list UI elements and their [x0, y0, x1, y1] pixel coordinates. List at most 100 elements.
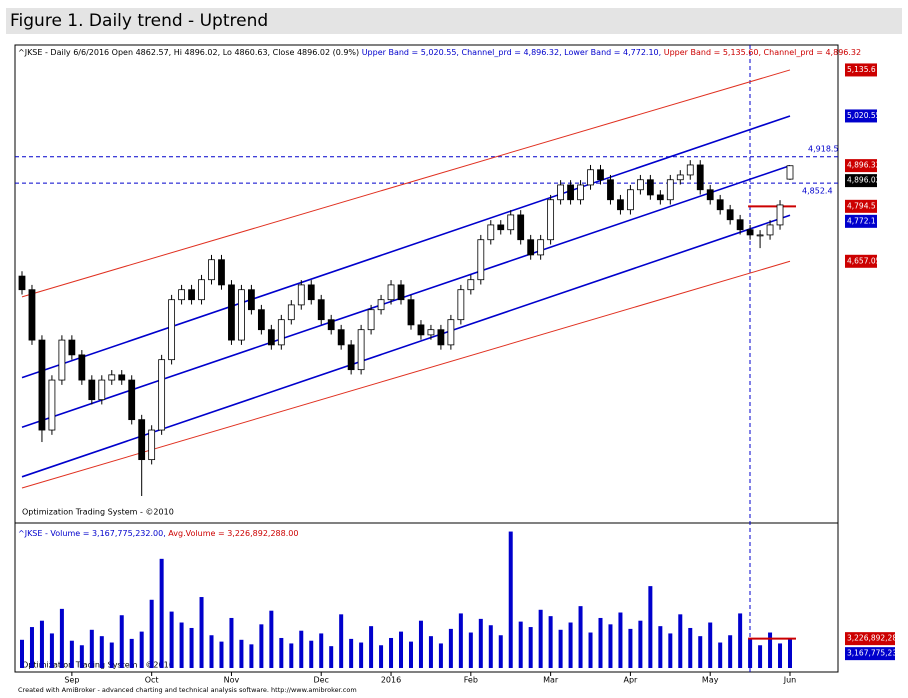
volume-bar [259, 624, 264, 668]
candle-body [417, 324, 425, 336]
candle-body [387, 284, 395, 301]
volume-bar [638, 620, 643, 668]
candle-body [218, 259, 225, 286]
price-label-box [845, 254, 877, 268]
frame [14, 44, 839, 673]
price-label-box [845, 63, 877, 77]
candle-body [786, 165, 794, 180]
candle-body [138, 419, 146, 461]
volume-bar [418, 620, 423, 668]
header-segment: ^JKSE - Daily 6/6/2016 Open 4862.57, Hi … [18, 48, 362, 57]
volume-bar [20, 639, 24, 668]
candle-body [78, 354, 86, 381]
volume-label-box [845, 632, 895, 646]
volume-bar [758, 645, 763, 668]
volume-bar [748, 638, 753, 668]
price-label-box [845, 109, 877, 123]
volume-bar [219, 641, 224, 668]
volume-bar [339, 614, 344, 668]
volume-bar [648, 586, 653, 668]
candle-body [228, 284, 235, 341]
candle-body [357, 329, 365, 371]
volume-bar [119, 615, 124, 668]
price-label: 5,135.6 [847, 65, 876, 74]
candle-body [686, 164, 694, 176]
header-segment: Upper Band = 5,020.55, [362, 48, 462, 57]
watermark: Optimization Trading System - ©2010 [22, 661, 174, 670]
price-label-box [845, 159, 877, 173]
candle-body [587, 169, 594, 186]
volume-bar [578, 606, 583, 668]
candle-body [58, 339, 66, 381]
volume-bar [279, 637, 284, 668]
price-label-box [845, 174, 877, 188]
volume-bar [658, 626, 663, 668]
volume-bar [538, 609, 543, 668]
volume-bar [598, 617, 603, 668]
volume-bar [189, 627, 194, 668]
x-tick-label: Oct [145, 676, 159, 685]
candle-body [527, 239, 535, 256]
volume-bar [209, 635, 214, 668]
candle-body [656, 194, 664, 201]
volume-bar [399, 631, 404, 668]
volume-bar [428, 636, 433, 668]
candle-body [746, 229, 754, 236]
volume-bar [249, 644, 254, 668]
candle-body [168, 299, 176, 361]
volume-bar [169, 611, 174, 668]
volume-bar [618, 612, 623, 668]
header-segment: Channel_prd = 4,896.32, [462, 48, 565, 57]
candle-body [158, 359, 166, 431]
price-label: 5,020.55 [847, 111, 881, 120]
candle-body [68, 339, 76, 356]
candle-body [627, 189, 634, 211]
candle-body [736, 219, 744, 231]
channel-line [21, 164, 791, 428]
volume-bar [498, 635, 503, 668]
volume-bar [518, 621, 523, 668]
volume-bar [319, 633, 324, 668]
candle-body [287, 304, 295, 321]
volume-bar [458, 613, 463, 668]
candle-body [557, 184, 564, 201]
price-header: ^JKSE - Daily 6/6/2016 Open 4862.57, Hi … [18, 48, 861, 57]
candle-body [238, 289, 245, 341]
price-label: 4,896.02 [847, 176, 881, 185]
title-bar [6, 8, 902, 34]
volume-bar [369, 626, 374, 668]
volume-bar [448, 628, 453, 668]
volume-bar [389, 637, 394, 668]
volume-bar [608, 624, 613, 668]
volume-bar [29, 627, 34, 668]
candle-body [666, 179, 674, 201]
volume-bar [349, 638, 354, 668]
channel-line [21, 115, 791, 379]
volume-bar [668, 633, 673, 668]
candle-body [617, 199, 624, 211]
candle-body [706, 189, 714, 201]
candle-body [766, 224, 774, 236]
volume-bar [329, 646, 334, 668]
candle-body [547, 199, 555, 241]
volume-bar [99, 636, 104, 668]
candle-body [397, 284, 405, 301]
volume-bar [69, 640, 74, 668]
volume-bar [708, 622, 713, 668]
header-segment: Upper Band = 5,135.60, [664, 48, 764, 57]
candle-body [367, 309, 375, 331]
volume-bar [558, 629, 563, 668]
candle-body [277, 319, 285, 346]
volume-bar [678, 614, 683, 668]
candle-body [776, 204, 784, 226]
price-label: 4,896.32 [847, 161, 881, 170]
candle-body [646, 179, 654, 196]
level-label: 4,852.4 [802, 187, 833, 196]
price-label: 4,794.5 [847, 201, 876, 210]
candle-body [208, 259, 215, 281]
volume-bar [568, 622, 573, 668]
candle-body [248, 289, 255, 311]
volume-bar [229, 617, 234, 668]
